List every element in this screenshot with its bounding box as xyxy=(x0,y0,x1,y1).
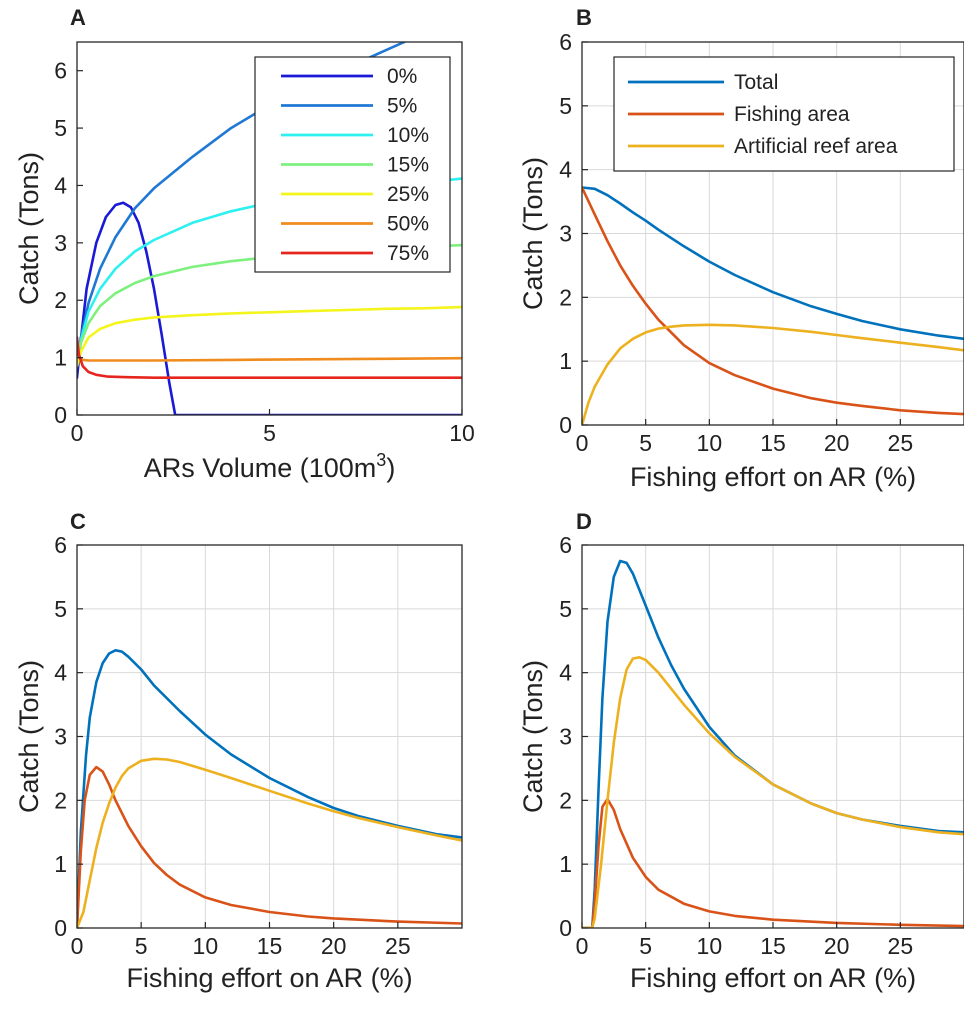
panel-c-ytick-label-5: 5 xyxy=(54,596,67,622)
panel-a-xtick-label-2: 10 xyxy=(449,420,475,446)
panel-d-ytick-label-2: 2 xyxy=(559,787,572,813)
panel-d-ylabel: Catch (Tons) xyxy=(518,660,548,813)
panel-b-xtick-label-5: 25 xyxy=(888,430,914,456)
panel-b-series-total-line xyxy=(582,186,964,341)
panel-d-ytick-label-6: 6 xyxy=(559,532,572,558)
panel-d-xlabel: Fishing effort on AR (%) xyxy=(630,963,916,993)
panel-c-xtick-label-0: 0 xyxy=(71,933,84,959)
panel-c-xtick-label-2: 10 xyxy=(193,933,219,959)
panel-c-xtick-label-5: 25 xyxy=(385,933,411,959)
panel-b-series-artificial-reef-area-line xyxy=(582,323,964,425)
panel-d-ytick-label-0: 0 xyxy=(559,915,572,941)
panel-a-xtick-label-1: 5 xyxy=(263,420,276,446)
panel-d-xtick-label-4: 20 xyxy=(824,933,850,959)
panel-a-ytick-label-4: 4 xyxy=(54,172,67,198)
panel-a-ytick-label-1: 1 xyxy=(54,345,67,371)
panel-a-series-75-line xyxy=(77,336,462,379)
panel-c-series-2-line xyxy=(77,757,462,928)
panel-a-ytick-label-3: 3 xyxy=(54,230,67,256)
panel-c-ylabel: Catch (Tons) xyxy=(14,660,44,813)
panel-b-xtick-label-1: 5 xyxy=(639,430,652,456)
panel-a-ytick-label-6: 6 xyxy=(54,58,67,84)
panel-a-series-25-line xyxy=(77,305,462,368)
panel-b: 0 5 10 15 20 25 0 1 2 3 4 5 6 Fishing effort on AR (%… xyxy=(518,5,964,492)
panel-b-ytick-label-0: 0 xyxy=(559,412,572,438)
panel-c-xtick-label-1: 5 xyxy=(135,933,148,959)
panel-a-letter: A xyxy=(70,5,86,30)
panel-c-ytick-label-4: 4 xyxy=(54,660,67,686)
panel-a-legend-label-1: 5% xyxy=(387,95,417,118)
panel-a-xlabel: ARs Volume (100m3) xyxy=(144,450,396,483)
panel-a-xtick-label-0: 0 xyxy=(71,420,84,446)
panel-b-xtick-label-2: 10 xyxy=(697,430,723,456)
panel-c-xlabel: Fishing effort on AR (%) xyxy=(126,963,412,993)
panel-c-series-0-line xyxy=(77,649,462,928)
panel-a-legend-label-2: 10% xyxy=(387,124,429,147)
panel-a-legend-label-3: 15% xyxy=(387,154,429,177)
panel-d: 0 5 10 15 20 25 0 1 2 3 4 5 6 Fishing effort on AR (%… xyxy=(518,509,964,993)
panel-a-legend-label-6: 75% xyxy=(387,242,429,265)
panel-a-series-0-line xyxy=(77,201,462,415)
panel-d-xtick-label-5: 25 xyxy=(888,933,914,959)
panel-b-ytick-label-3: 3 xyxy=(559,221,572,247)
panel-b-xlabel: Fishing effort on AR (%) xyxy=(630,462,916,492)
panel-b-ytick-label-5: 5 xyxy=(559,93,572,119)
panel-b-legend-label-1: Fishing area xyxy=(734,103,850,126)
panel-d-ytick-label-5: 5 xyxy=(559,596,572,622)
panel-b-ytick-label-4: 4 xyxy=(559,157,572,183)
panel-d-ytick-label-4: 4 xyxy=(559,660,572,686)
panel-d-ytick-label-1: 1 xyxy=(559,851,572,877)
panel-a-ylabel: Catch (Tons) xyxy=(14,152,44,305)
panel-c-xtick-label-4: 20 xyxy=(321,933,347,959)
panel-a-legend-label-5: 50% xyxy=(387,213,429,236)
panel-c: 0 5 10 15 20 25 0 1 2 3 4 5 6 Fishing effort on AR (%… xyxy=(14,509,463,993)
panel-b-ytick-label-2: 2 xyxy=(559,284,572,310)
panel-c-ytick-label-1: 1 xyxy=(54,851,67,877)
panel-b-xtick-label-0: 0 xyxy=(576,430,589,456)
panel-d-xtick-label-1: 5 xyxy=(639,933,652,959)
panel-d-letter: D xyxy=(576,509,592,534)
panel-a-ytick-label-5: 5 xyxy=(54,115,67,141)
panel-c-xtick-label-3: 15 xyxy=(257,933,283,959)
panel-a-ytick-label-0: 0 xyxy=(54,402,67,428)
panel-b-letter: B xyxy=(576,5,592,30)
panel-c-letter: C xyxy=(70,509,86,534)
panel-b-legend-label-0: Total xyxy=(734,71,778,94)
panel-d-xtick-label-0: 0 xyxy=(576,933,589,959)
panel-b-series-fishing-area-line xyxy=(582,186,964,416)
panel-c-series-1-line xyxy=(77,765,462,928)
panel-a-ytick-label-2: 2 xyxy=(54,287,67,313)
panel-d-xtick-label-2: 10 xyxy=(697,933,723,959)
panel-b-xtick-label-3: 15 xyxy=(760,430,786,456)
panel-a-series-50-line xyxy=(77,353,462,362)
panel-c-ytick-label-0: 0 xyxy=(54,915,67,941)
panel-b-ytick-label-1: 1 xyxy=(559,348,572,374)
panel-c-ytick-label-2: 2 xyxy=(54,787,67,813)
panel-a-legend-label-4: 25% xyxy=(387,183,429,206)
panel-c-ytick-label-6: 6 xyxy=(54,532,67,558)
panel-a-legend-label-0: 0% xyxy=(387,65,417,88)
panel-d-series-2-line xyxy=(582,656,964,928)
panel-b-ylabel: Catch (Tons) xyxy=(518,157,548,310)
panel-d-ytick-label-3: 3 xyxy=(559,724,572,750)
panel-b-legend-label-2: Artificial reef area xyxy=(734,135,898,158)
panel-b-xtick-label-4: 20 xyxy=(824,430,850,456)
panel-d-xtick-label-3: 15 xyxy=(760,933,786,959)
panel-a: 0 5 10 0 1 2 3 4 5 6 ARs Volume (100m3) Catch (Tons… xyxy=(14,5,475,483)
panel-b-ytick-label-6: 6 xyxy=(559,29,572,55)
panel-c-ytick-label-3: 3 xyxy=(54,724,67,750)
panel-d-series-1-line xyxy=(582,797,964,928)
